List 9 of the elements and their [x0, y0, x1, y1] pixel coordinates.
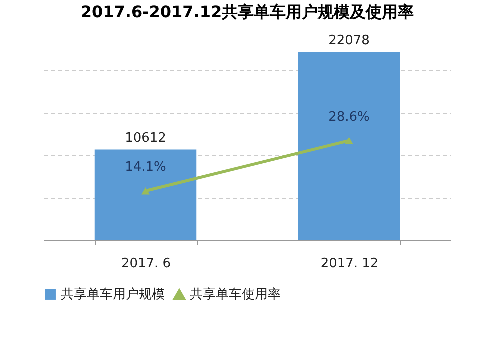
x-tick-label: 2017. 12 — [320, 256, 379, 272]
legend-label: 共享单车用户规模 — [61, 286, 165, 302]
data-label: 10612 — [125, 130, 166, 146]
chart-title: 2017.6-2017.12共享单车用户规模及使用率 — [80, 2, 414, 22]
x-tick-label: 2017. 6 — [121, 256, 172, 272]
data-label: 28.6% — [328, 110, 370, 125]
legend-label: 共享单车使用率 — [190, 286, 281, 302]
data-label: 14.1% — [125, 160, 166, 176]
data-label: 22078 — [328, 33, 370, 48]
